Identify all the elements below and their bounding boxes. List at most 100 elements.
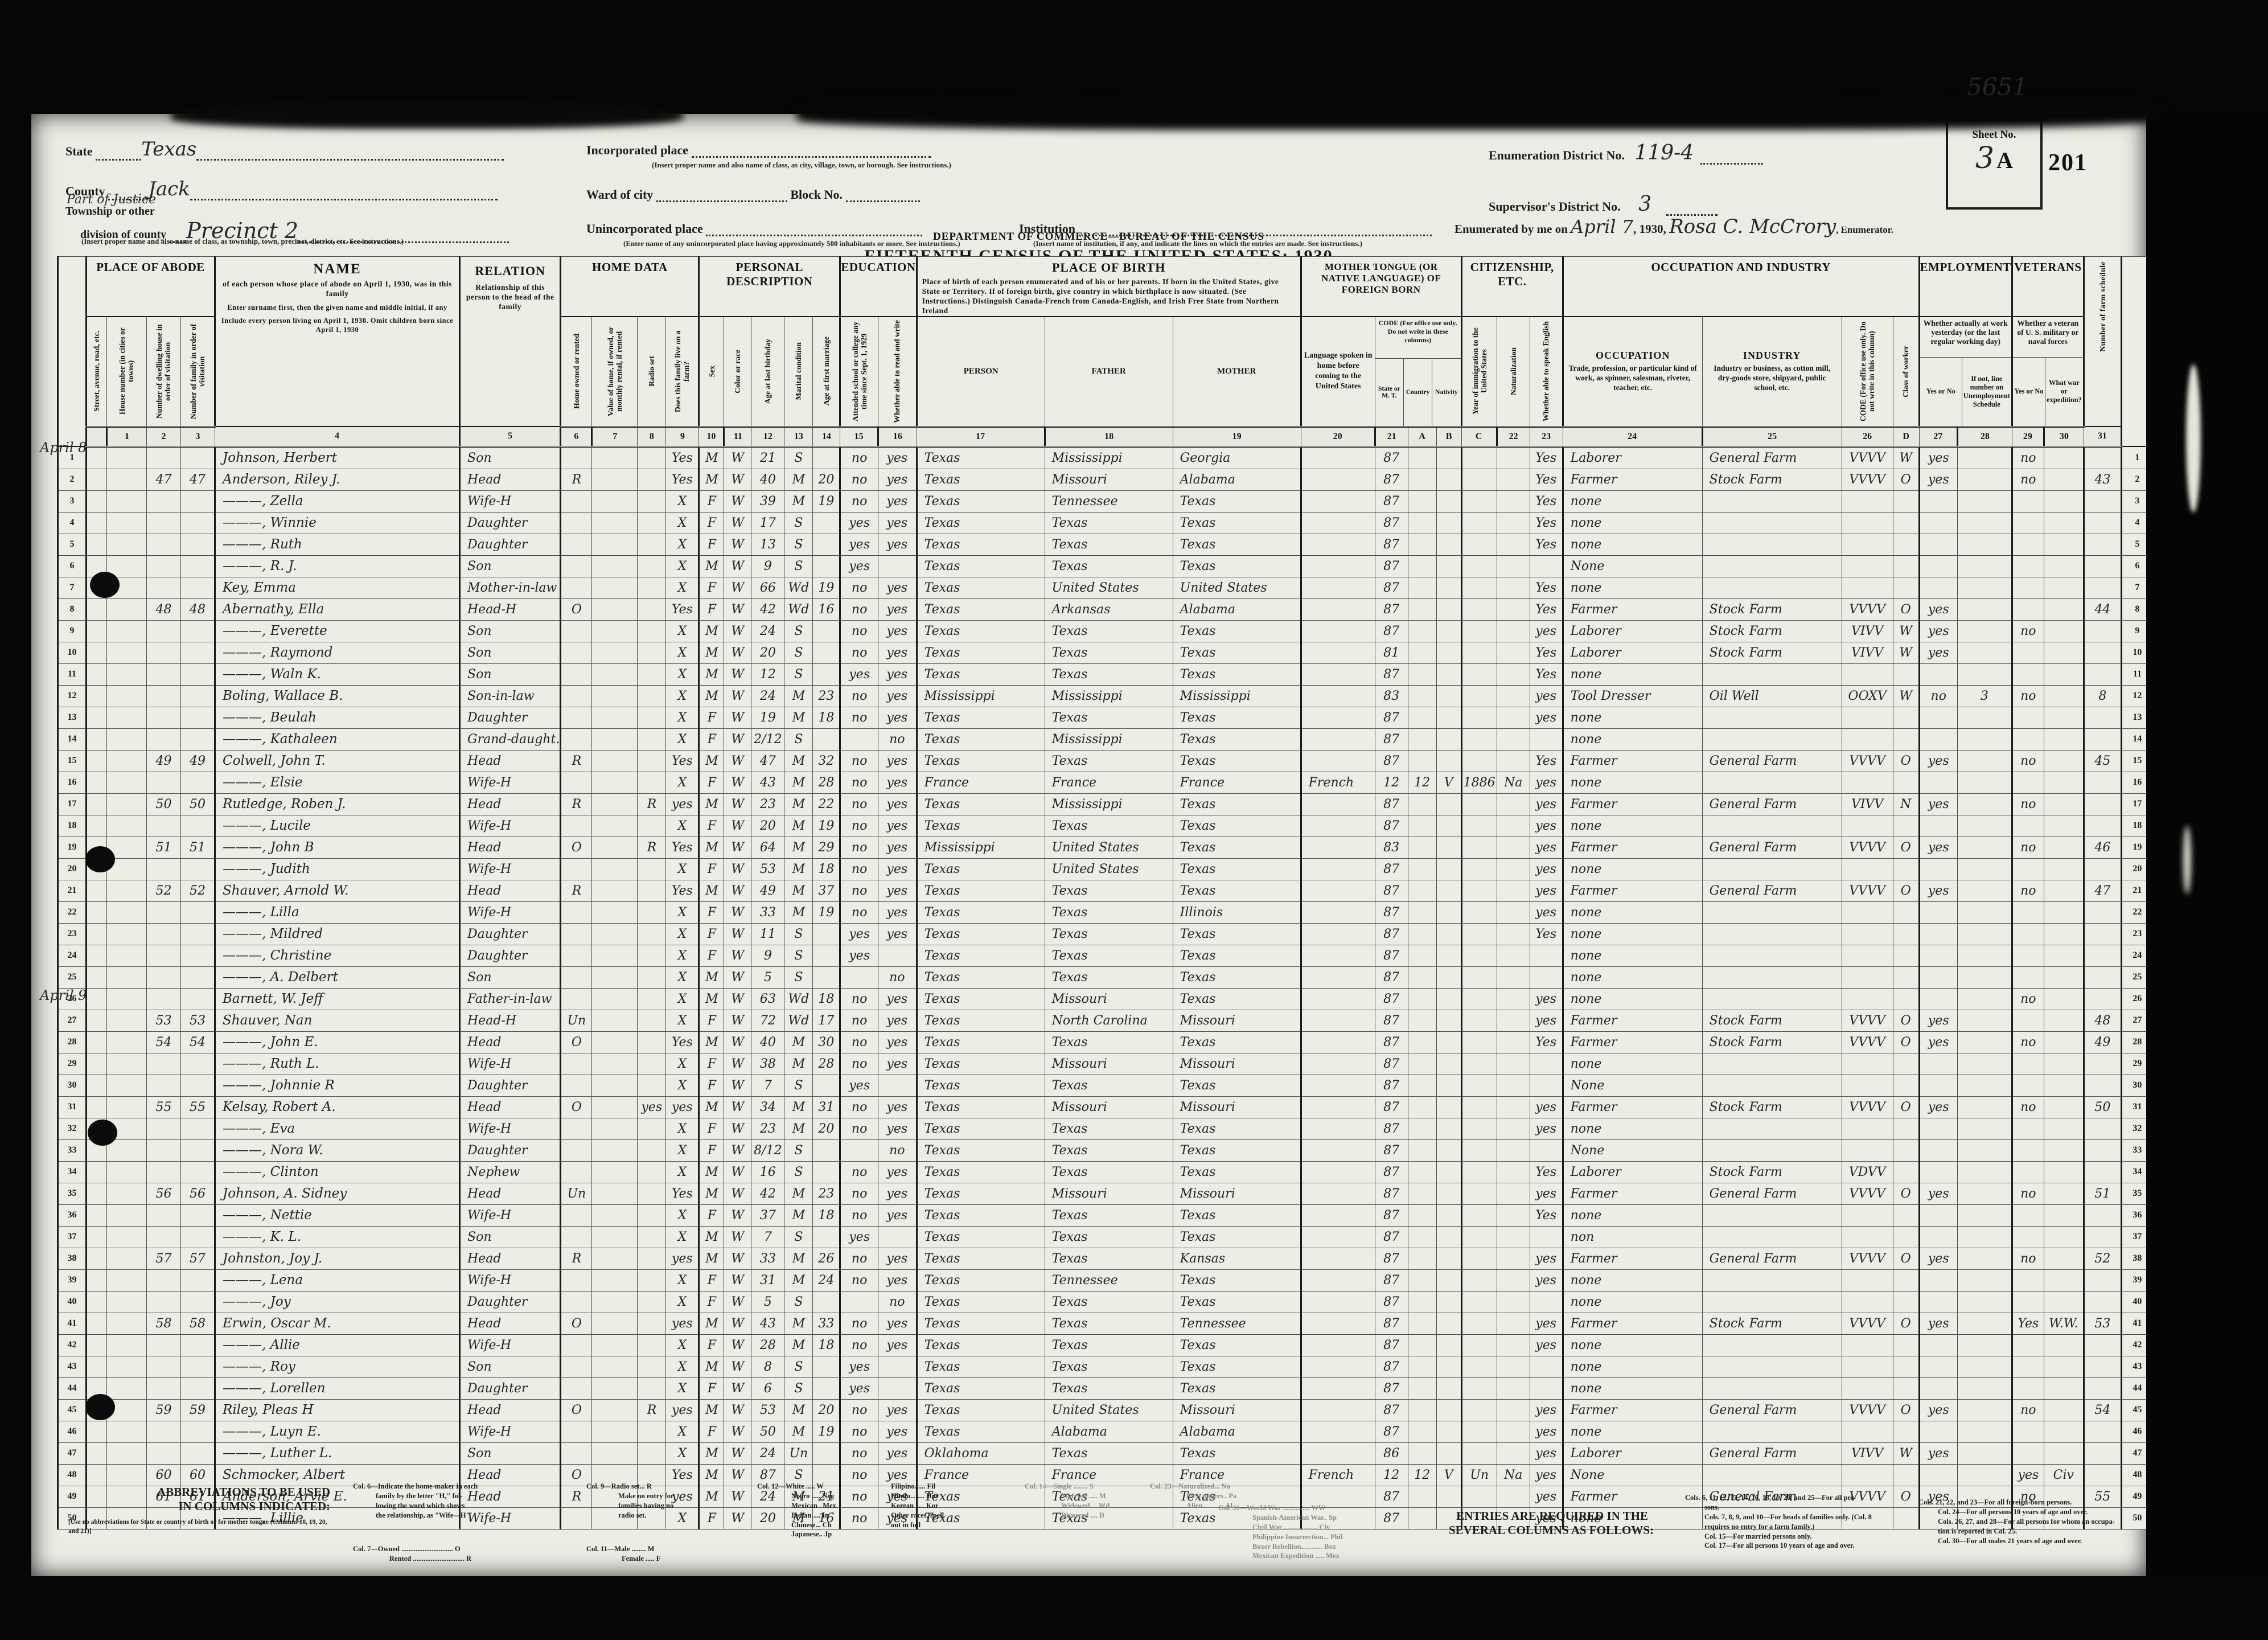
cell-home: R — [560, 1247, 593, 1270]
cell-codeC — [1436, 1290, 1462, 1313]
group-veterans: VETERANS — [2011, 256, 2084, 317]
cell-pob_mother: Texas — [1172, 966, 1301, 989]
cell-lang — [1300, 1399, 1375, 1421]
cell-eng: yes — [1529, 836, 1563, 859]
cell-street — [85, 1247, 107, 1270]
cell-age: 33 — [751, 901, 785, 924]
cell-home: Un — [560, 1182, 593, 1205]
cell-family — [180, 490, 215, 512]
cell-race: W — [724, 1377, 752, 1400]
cell-street — [85, 1420, 107, 1443]
cell-relation: Wife-H — [458, 1334, 561, 1356]
cell-class — [1892, 1507, 1920, 1530]
cell-sex: M — [698, 987, 725, 1010]
cell-codeB — [1407, 944, 1437, 967]
cell-pob: France — [915, 771, 1045, 794]
hole-punch — [85, 1394, 115, 1420]
cell-street — [85, 511, 107, 534]
cell-dwelling: 54 — [146, 1031, 181, 1053]
cell-codeC: V — [1436, 771, 1462, 794]
cell-occupation: none — [1562, 987, 1703, 1010]
cell-lang — [1300, 1117, 1375, 1140]
cell-relation: Wife-H — [458, 1420, 561, 1443]
cell-lang — [1300, 446, 1375, 469]
cell-read: yes — [877, 511, 917, 534]
cell-marr_age — [812, 944, 841, 967]
cell-codeA: 87 — [1374, 1182, 1408, 1205]
cell-farmno — [2082, 1139, 2122, 1162]
cell-street — [85, 1074, 107, 1097]
cell-relation: Daughter — [458, 1290, 561, 1313]
cell-name: ———, Lilla — [214, 901, 460, 924]
col-occupation: OCCUPATION Trade, profession, or particul… — [1562, 316, 1703, 428]
cell-codeC — [1436, 1031, 1462, 1053]
state-label: State — [65, 144, 93, 158]
cell-codeA: 87 — [1374, 879, 1408, 902]
cell-ln: 20 — [57, 858, 87, 880]
cell-occupation: Farmer — [1562, 468, 1703, 491]
census-row-32: 32 ———, Eva Wife-H X F W 23 M 20 no yes Texas Texas T… — [57, 1117, 2166, 1140]
cell-house — [106, 598, 147, 621]
cell-class: O — [1892, 1247, 1920, 1270]
cell-war — [2043, 555, 2084, 577]
census-row-39: 39 ———, Lena Wife-H X F W 31 M 24 no yes Texas Tenne… — [57, 1269, 2166, 1292]
cell-codeB — [1407, 728, 1437, 751]
cell-pob: Texas — [915, 1182, 1045, 1205]
cell-occupation: Farmer — [1562, 1399, 1703, 1421]
cell-pob_father: Texas — [1044, 533, 1173, 556]
cell-ln: 2 — [57, 468, 87, 491]
cell-marr_age — [812, 555, 841, 577]
cell-sex: F — [698, 576, 725, 599]
cell-nat — [1496, 446, 1530, 469]
col-employment-sub: Whether actually at work yesterday (or t… — [1918, 316, 2012, 428]
cell-war — [2043, 490, 2084, 512]
cell-marr_age: 19 — [812, 576, 841, 599]
cell-age: 34 — [751, 1096, 785, 1118]
cell-race: W — [724, 1442, 752, 1465]
cell-vet — [2011, 1117, 2044, 1140]
cell-family — [180, 1290, 215, 1313]
cell-pob_mother: Missouri — [1172, 1052, 1301, 1075]
cell-street — [85, 944, 107, 967]
cell-imm — [1460, 598, 1497, 621]
cell-family — [180, 1161, 215, 1183]
cell-race: W — [724, 620, 752, 642]
cell-codeB — [1407, 966, 1437, 989]
cell-read: yes — [877, 1312, 917, 1335]
hole-punch — [90, 572, 120, 598]
cell-class: N — [1892, 793, 1920, 815]
cell-radio — [637, 1377, 667, 1400]
cell-class — [1892, 771, 1920, 794]
cell-farm: Yes — [665, 468, 700, 491]
cell-codeB — [1407, 836, 1437, 859]
cell-farm: X — [665, 490, 700, 512]
cell-value — [591, 836, 638, 859]
cell-codeD — [1841, 1204, 1893, 1227]
township-label-1: Township or other — [65, 205, 155, 218]
cell-marr_age — [812, 1225, 841, 1248]
cell-farm: X — [665, 1009, 700, 1032]
cell-codeB — [1407, 1507, 1437, 1530]
cell-farmno — [2082, 1269, 2122, 1292]
cell-occupation: none — [1562, 728, 1703, 751]
cell-name: Abernathy, Ella — [214, 598, 460, 621]
cell-farm: X — [665, 555, 700, 577]
cell-home: R — [560, 793, 593, 815]
cell-home — [560, 1161, 593, 1183]
cell-home — [560, 1139, 593, 1162]
enumeration-year: , 1930, — [1633, 222, 1666, 236]
cell-school: no — [839, 1485, 878, 1508]
cell-codeA: 87 — [1374, 1312, 1408, 1335]
cell-codeD: VVVV — [1841, 1247, 1893, 1270]
cell-read: yes — [877, 1334, 917, 1356]
cell-radio — [637, 1355, 667, 1378]
cell-race: W — [724, 598, 752, 621]
cell-radio — [637, 1182, 667, 1205]
cell-nat — [1496, 1269, 1530, 1292]
cell-nat — [1496, 490, 1530, 512]
cell-farmno: 45 — [2082, 749, 2122, 772]
cell-name: ———, Roy — [214, 1355, 460, 1378]
col-street: Street, avenue, road, etc. — [85, 316, 107, 428]
cell-family: 50 — [180, 793, 215, 815]
